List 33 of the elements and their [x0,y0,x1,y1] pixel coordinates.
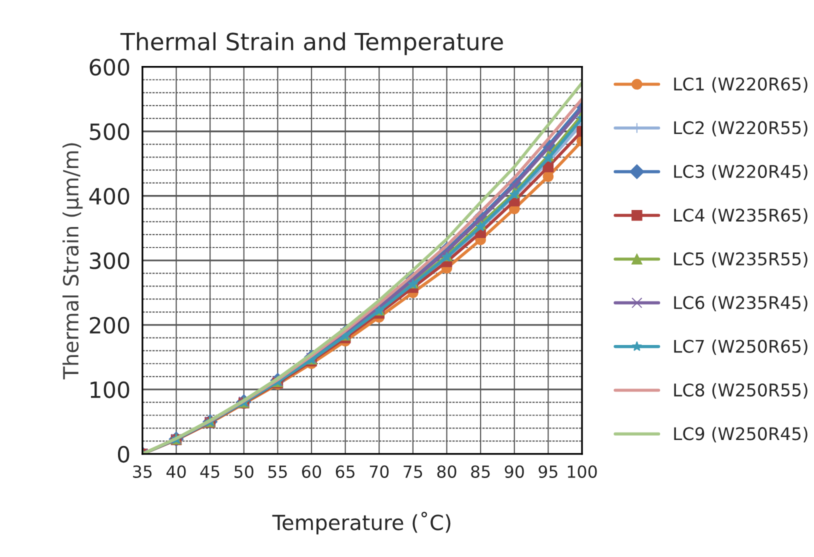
legend-label: LC3 (W220R45) [674,164,808,180]
y-tick-label: 400 [89,188,130,205]
x-tick-label: 40 [166,465,186,478]
y-tick-label: 100 [90,381,130,398]
chart-title: Thermal Strain and Temperature [120,32,503,56]
x-axis-title: Temperature (˚C) [272,512,450,534]
x-tick-label: 50 [234,465,254,478]
x-tick-label: 100 [568,465,597,478]
y-tick-label: 600 [90,58,130,76]
y-tick-label: 300 [90,252,130,270]
legend-label: LC5 (W235R55) [674,252,808,268]
y-tick-label: 200 [90,316,130,334]
x-tick-label: 35 [133,465,152,478]
x-tick-label: 75 [404,466,422,478]
legend-label: LC9 (W250R45) [674,426,808,442]
x-tick-label: 70 [370,465,389,478]
y-axis-title: Thermal Strain (μm/m) [62,143,83,380]
x-tick-label: 65 [336,465,354,478]
legend-label: LC8 (W250R55) [674,383,808,399]
legend-label: LC7 (W250R65) [674,339,808,355]
legend-label: LC2 (W220R55) [674,120,808,136]
x-tick-label: 55 [268,466,287,478]
legend-label: LC4 (W235R65) [674,208,808,224]
legend-label: LC1 (W220R65) [674,77,808,93]
y-tick-label: 0 [118,446,130,463]
x-tick-label: 95 [538,465,558,478]
x-tick-label: 60 [302,465,322,478]
x-tick-label: 45 [200,466,220,478]
x-tick-label: 85 [471,465,490,478]
legend-label: LC6 (W235R45) [674,296,808,312]
x-tick-label: 90 [504,465,524,478]
y-tick-label: 500 [90,123,130,140]
x-tick-label: 80 [437,465,456,478]
